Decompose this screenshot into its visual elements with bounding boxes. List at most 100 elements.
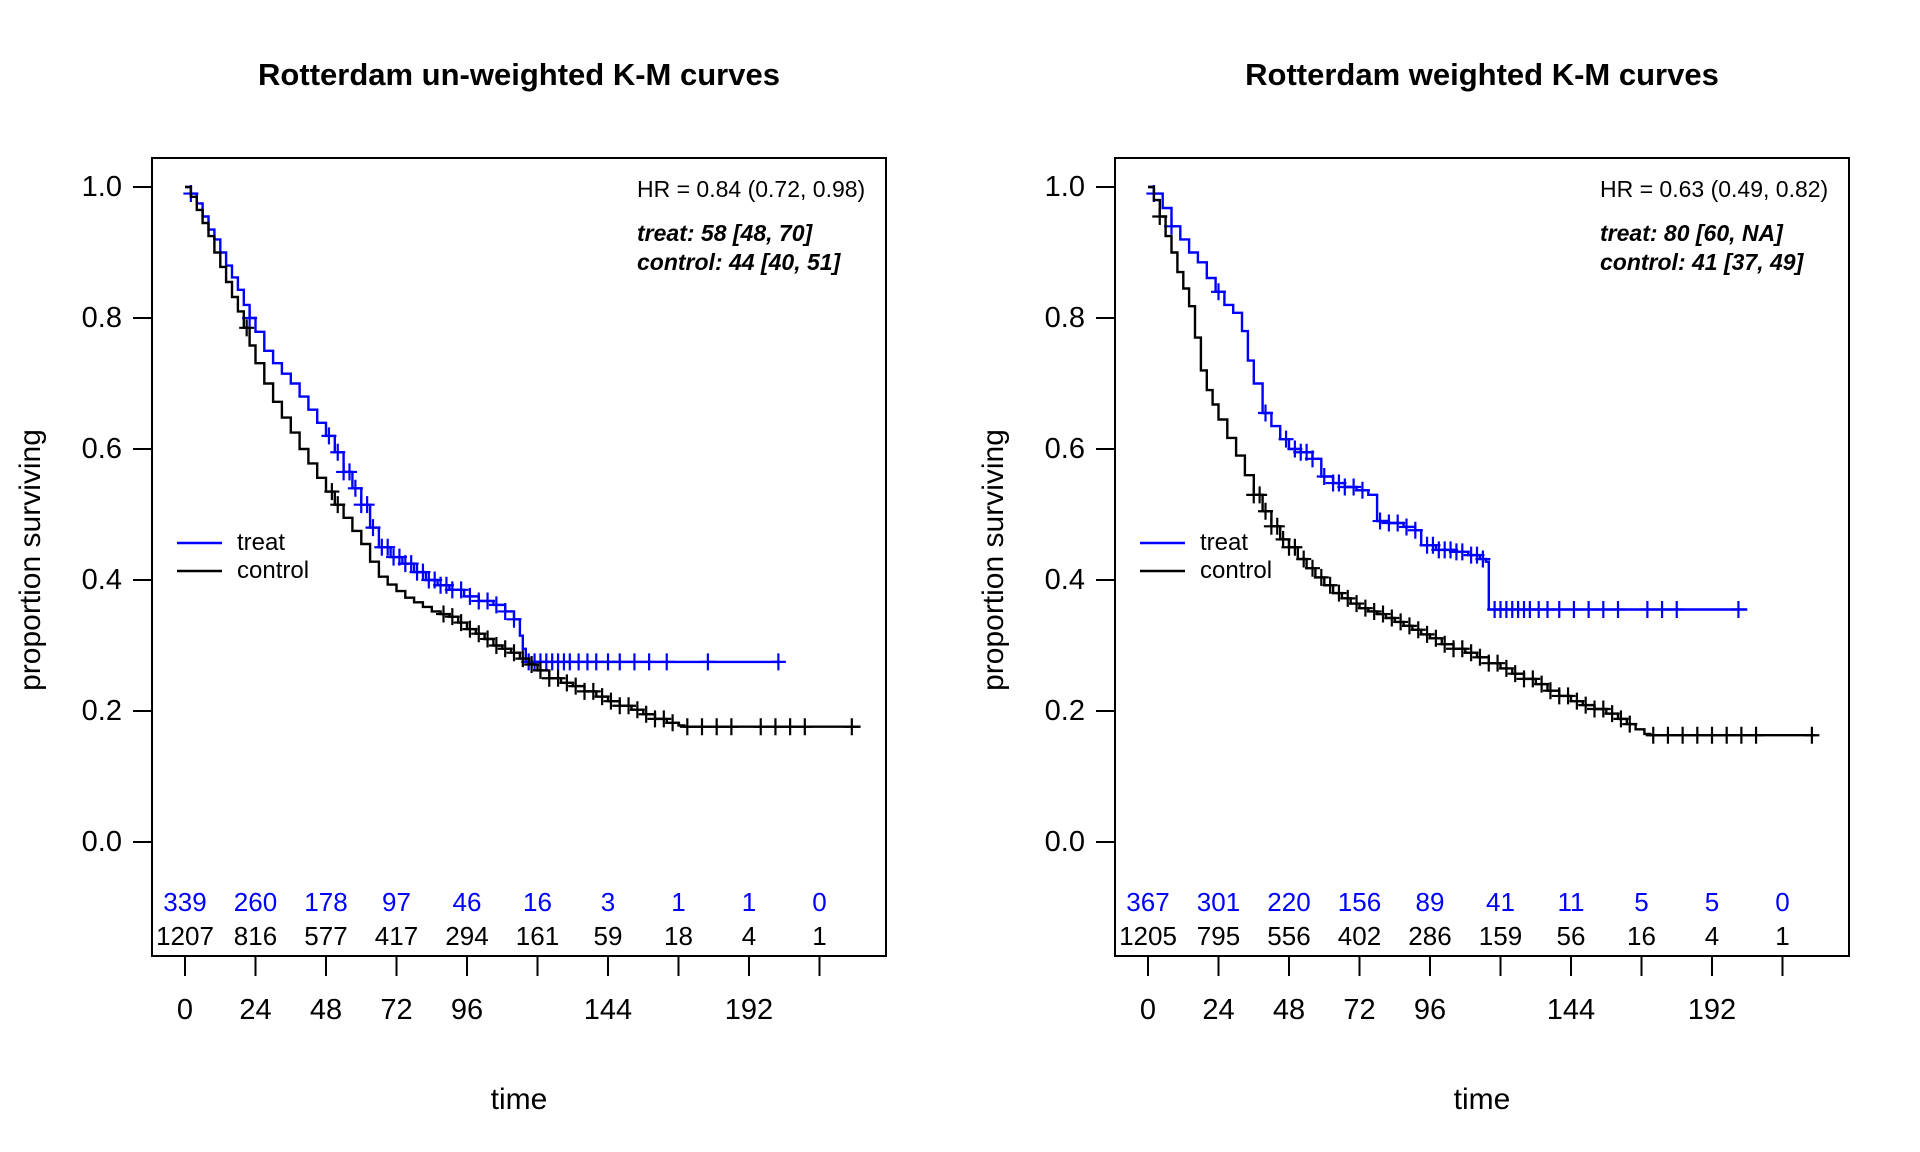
censor-mark-treat: [1639, 600, 1655, 618]
censor-mark-control: [550, 669, 566, 687]
x-tick-label: 144: [1546, 994, 1596, 1026]
censor-mark-control: [1704, 726, 1720, 744]
y-tick-label: 0.2: [81, 695, 122, 727]
risk-count-treat: 3: [600, 887, 616, 917]
risk-count-control: 1: [812, 921, 827, 951]
censor-mark-control: [1507, 665, 1523, 683]
risk-count-treat: 46: [452, 887, 482, 917]
risk-count-control: 1205: [1119, 921, 1177, 951]
censor-mark-control: [1525, 670, 1541, 688]
censor-mark-control: [782, 718, 798, 736]
y-tick-label: 0.0: [1044, 826, 1085, 858]
risk-count-treat: 1: [741, 887, 757, 917]
y-tick-label: 0.8: [1044, 302, 1085, 334]
x-tick-label: 72: [1343, 994, 1376, 1026]
y-tick-label: 1.0: [81, 171, 122, 203]
censor-mark-treat: [380, 538, 396, 556]
censor-mark-control: [594, 688, 610, 706]
legend-label-control: control: [1200, 557, 1273, 584]
y-tick-label: 0.0: [81, 826, 122, 858]
x-tick-label: 192: [724, 994, 774, 1026]
risk-count-treat: 301: [1196, 887, 1241, 917]
y-axis-label: proportion surviving: [14, 429, 47, 691]
risk-count-treat: 41: [1486, 887, 1515, 917]
annotation-block: HR = 0.84 (0.72, 0.98) treat: 58 [48, 70…: [637, 176, 865, 277]
censor-mark-control: [1428, 629, 1444, 647]
risk-count-treat: 97: [382, 887, 411, 917]
risk-count-control: 16: [1627, 921, 1656, 951]
censor-mark-treat: [1346, 478, 1362, 496]
censor-mark-control: [1463, 644, 1479, 662]
censor-mark-control: [1287, 538, 1303, 556]
risk-count-control: 4: [741, 921, 757, 951]
censor-mark-treat: [359, 496, 375, 514]
censor-mark-control: [436, 605, 451, 623]
risk-count-treat: 156: [1337, 887, 1382, 917]
x-tick-label: 96: [1413, 994, 1447, 1026]
km-panel-unweighted: Rotterdam un-weighted K-M curves HR = 0.…: [0, 0, 957, 1152]
censor-mark-treat: [612, 653, 628, 671]
treat-median-text: treat: 80 [60, NA]: [1600, 220, 1783, 246]
x-axis-label: time: [1453, 1083, 1511, 1116]
risk-count-control: 795: [1196, 921, 1241, 951]
plot-canvas-unweighted: [133, 157, 887, 976]
risk-count-treat: 89: [1415, 887, 1445, 917]
censor-mark-control: [1152, 207, 1168, 225]
censor-mark-treat: [321, 427, 337, 445]
censor-mark-control: [1660, 726, 1676, 744]
risk-count-treat: 16: [523, 887, 552, 917]
censor-mark-control: [1490, 654, 1506, 672]
y-tick-label: 0.2: [1044, 695, 1085, 727]
censor-mark-treat: [488, 596, 504, 614]
censor-mark-treat: [1610, 600, 1626, 618]
x-tick-label: 192: [1687, 994, 1737, 1026]
risk-count-treat: 0: [1775, 887, 1790, 917]
censor-mark-treat: [1566, 600, 1582, 618]
censor-mark-control: [1357, 599, 1373, 617]
risk-count-control: 417: [374, 921, 419, 951]
censor-mark-control: [1340, 589, 1356, 607]
censor-mark-control: [1542, 682, 1558, 700]
censor-mark-treat: [770, 653, 786, 671]
censor-mark-control: [568, 677, 584, 695]
censor-mark-control: [1498, 659, 1514, 677]
risk-count-control: 1: [1775, 921, 1790, 951]
risk-count-treat: 0: [812, 887, 827, 917]
censor-mark-control: [480, 630, 496, 648]
censor-mark-control: [1401, 617, 1417, 635]
censor-mark-control: [453, 614, 469, 632]
risk-count-treat: 260: [233, 887, 278, 917]
censor-mark-treat: [365, 519, 381, 537]
censor-mark-control: [515, 650, 531, 668]
censor-mark-control: [488, 637, 504, 654]
censor-mark-control: [638, 705, 654, 723]
censor-mark-control: [1393, 613, 1409, 631]
censor-mark-treat: [497, 602, 513, 620]
y-tick-label: 1.0: [1044, 171, 1085, 203]
censor-mark-treat: [1551, 600, 1567, 618]
censor-mark-control: [1454, 640, 1470, 658]
censor-mark-control: [1313, 568, 1329, 586]
legend-label-treat: treat: [237, 529, 286, 556]
censor-mark-treat: [342, 463, 357, 481]
censor-mark-treat: [1475, 550, 1491, 568]
censor-mark-control: [1252, 486, 1268, 504]
censor-mark-treat: [626, 653, 642, 671]
plot-frame: [151, 157, 887, 957]
censor-mark-control: [1366, 602, 1382, 620]
censor-mark-control: [767, 718, 783, 736]
plot-frame: [1114, 157, 1850, 957]
censor-mark-control: [1719, 726, 1735, 744]
censor-mark-treat: [453, 581, 469, 599]
censor-mark-control: [585, 682, 601, 700]
censor-mark-control: [559, 674, 575, 692]
censor-mark-control: [1578, 696, 1594, 714]
risk-count-control: 577: [304, 921, 348, 951]
risk-count-treat: 5: [1634, 887, 1649, 917]
censor-mark-treat: [1354, 481, 1370, 499]
x-axis-label: time: [490, 1083, 548, 1116]
censor-mark-control: [1472, 648, 1488, 666]
risk-count-control: 159: [1478, 921, 1523, 951]
censor-mark-control: [1613, 710, 1629, 728]
censor-mark-treat: [506, 610, 522, 628]
